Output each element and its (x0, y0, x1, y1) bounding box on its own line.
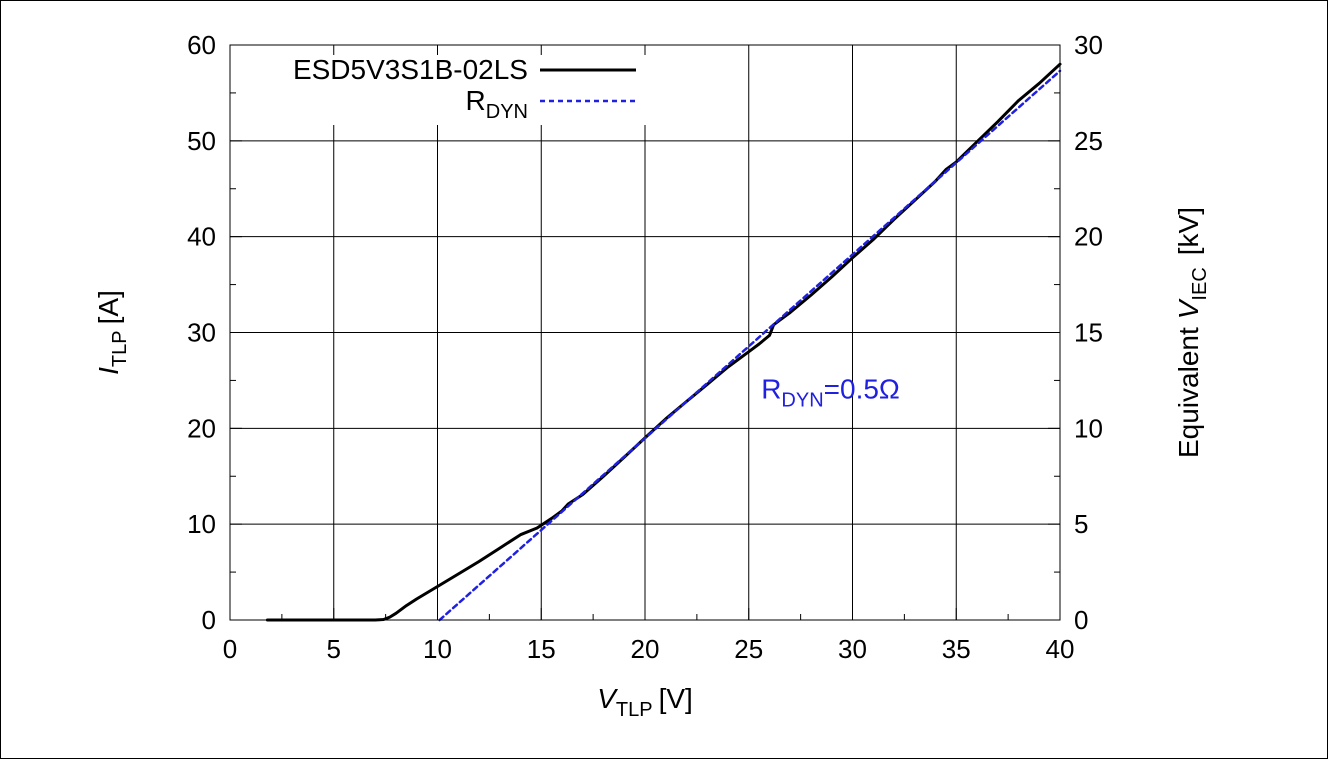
x-tick-label-30: 30 (838, 634, 867, 664)
series-group (265, 62, 1062, 622)
y-tick-label-50: 50 (187, 126, 216, 156)
annotation-value: =0.5Ω (824, 374, 900, 405)
legend-rdyn-symbol: R (466, 85, 486, 116)
series-line-rdyn (438, 69, 1062, 622)
x-axis-title: VTLP [V] (597, 683, 693, 721)
y-tick-label-10: 10 (187, 509, 216, 539)
y2-tick-label-10: 10 (1074, 413, 1103, 443)
ticks (229, 44, 1061, 621)
rdyn-annotation: RDYN=0.5Ω (761, 374, 900, 412)
y-axis-unit: [A] (93, 290, 124, 324)
annotation-subscript: DYN (781, 390, 823, 412)
y-axis-symbol: I (93, 367, 124, 375)
y-axis-title: ITLP [A] (93, 290, 131, 375)
y-tick-label-40: 40 (187, 222, 216, 252)
y-tick-label-0: 0 (202, 605, 216, 635)
legend: ESD5V3S1B-02LS RDYN (293, 54, 636, 123)
legend-label-device: ESD5V3S1B-02LS (293, 54, 528, 85)
x-tick-label-15: 15 (527, 634, 556, 664)
y2-tick-label-20: 20 (1074, 222, 1103, 252)
y-tick-label-30: 30 (187, 318, 216, 348)
y2-tick-label-5: 5 (1074, 509, 1088, 539)
y2-axis-subscript: IEC (1189, 267, 1211, 300)
y-tick-label-20: 20 (187, 413, 216, 443)
y2-axis-symbol: V (1173, 298, 1204, 319)
x-axis-unit: [V] (659, 683, 693, 714)
y-tick-label-60: 60 (187, 30, 216, 60)
grid (230, 45, 1060, 620)
x-tick-label-25: 25 (734, 634, 763, 664)
x-tick-label-20: 20 (631, 634, 660, 664)
x-tick-label-0: 0 (223, 634, 237, 664)
y2-axis-title: Equivalent VIEC [kV] (1173, 207, 1211, 458)
y2-axis-unit: [kV] (1173, 207, 1204, 255)
legend-rdyn-subscript: DYN (486, 101, 528, 123)
annotation-symbol: R (761, 374, 781, 405)
x-axis-subscript: TLP (616, 699, 653, 721)
x-tick-label-5: 5 (327, 634, 341, 664)
y2-tick-label-30: 30 (1074, 30, 1103, 60)
tick-labels: 0 5 10 15 20 25 30 35 40010203040506005101520253… (187, 30, 1103, 664)
y2-axis-prefix: Equivalent (1173, 327, 1204, 458)
x-tick-label-35: 35 (942, 634, 971, 664)
x-tick-label-10: 10 (423, 634, 452, 664)
legend-label-rdyn: RDYN (466, 85, 528, 123)
y-axis-subscript: TLP (109, 330, 131, 367)
y2-tick-label-15: 15 (1074, 318, 1103, 348)
x-axis-symbol: V (597, 683, 618, 714)
y2-tick-label-0: 0 (1074, 605, 1088, 635)
legend-background (240, 55, 650, 125)
y2-tick-label-25: 25 (1074, 126, 1103, 156)
x-tick-label-40: 40 (1046, 634, 1075, 664)
